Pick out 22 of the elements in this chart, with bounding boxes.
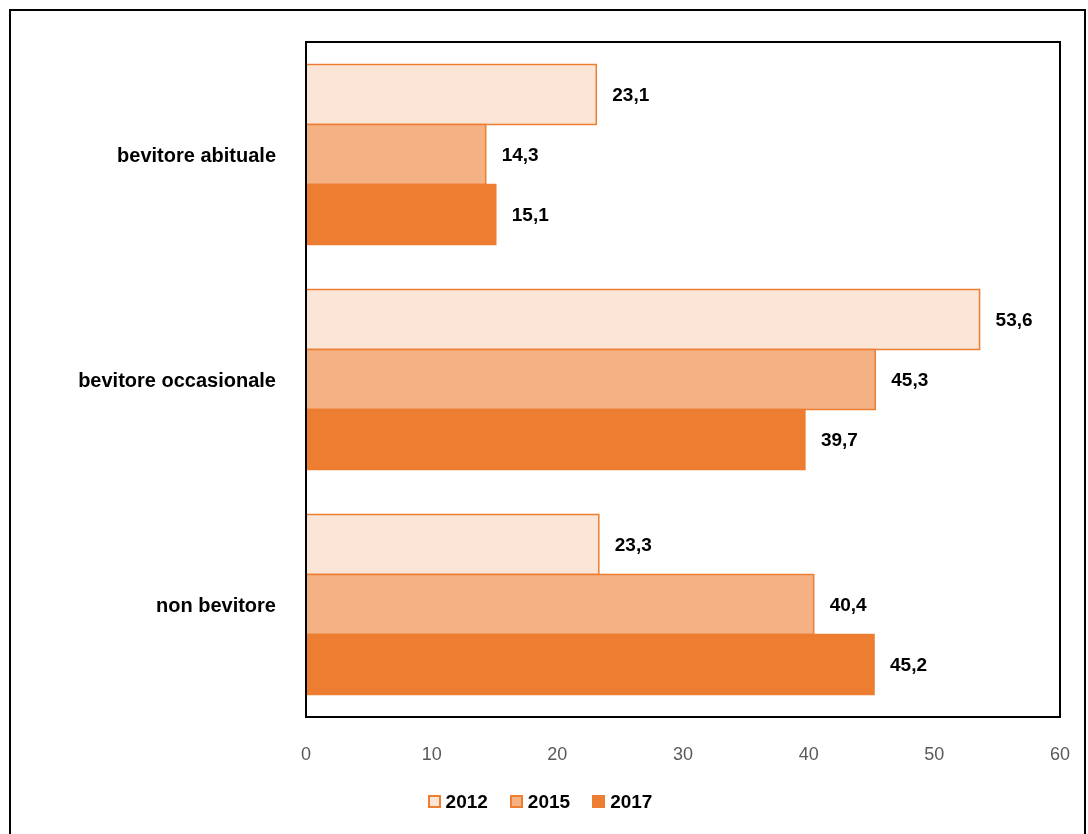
data-label: 14,3 [501,144,539,166]
data-label: 53,6 [995,309,1033,331]
x-tick-label: 50 [924,743,945,764]
data-label: 23,3 [614,534,652,556]
x-tick-label: 20 [547,743,568,764]
data-label: 45,3 [891,369,929,391]
data-label: 39,7 [820,429,858,451]
x-tick-label: 60 [1049,743,1071,764]
legend-label: 2012 [445,790,488,813]
data-label: 40,4 [829,594,868,616]
y-tick-label: non bevitore [155,593,276,616]
x-tick-label: 30 [672,743,694,764]
y-tick-label: bevitore occasionale [78,368,276,391]
legend-label: 2015 [527,790,571,813]
data-label: 45,2 [890,654,927,676]
x-tick-label: 10 [421,743,442,764]
data-label: 15,1 [511,204,550,226]
x-tick-label: 40 [798,743,819,764]
data-label: 23,1 [612,84,650,106]
x-tick-label: 0 [300,743,312,764]
y-tick-label: bevitore abituale [117,143,276,166]
legend-label: 2017 [610,790,653,813]
